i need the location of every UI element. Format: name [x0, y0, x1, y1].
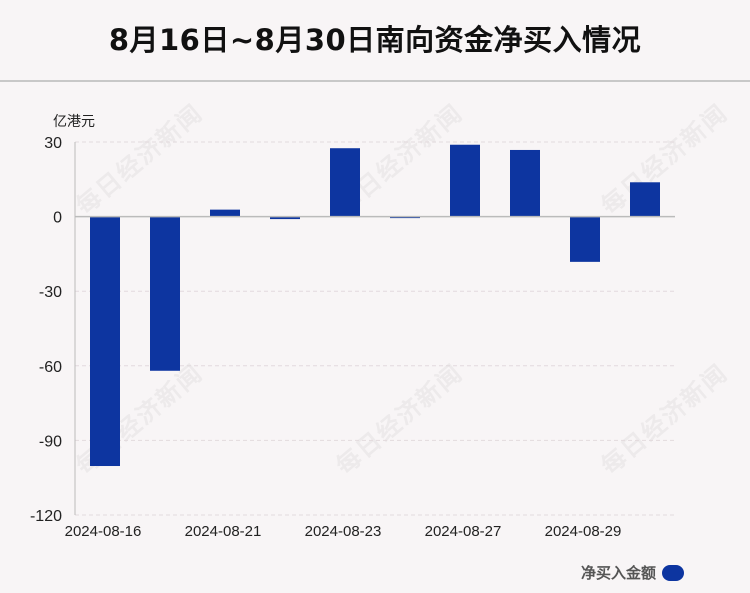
x-tick-label: 2024-08-27	[425, 523, 502, 540]
chart-title: 8月16日~8月30日南向资金净买入情况	[108, 23, 642, 57]
y-tick-label: 30	[44, 135, 62, 152]
bar	[90, 216, 120, 467]
bar	[570, 216, 600, 262]
bar	[210, 209, 240, 217]
bar	[510, 149, 540, 217]
bar	[450, 144, 480, 217]
y-tick-label: -120	[30, 508, 62, 525]
bar	[270, 216, 300, 220]
legend-label: 净买入金额	[580, 564, 656, 582]
title-divider	[0, 80, 750, 82]
legend: 净买入金额	[581, 562, 684, 583]
bar	[630, 182, 660, 217]
y-tick-label: -90	[39, 433, 62, 450]
y-axis-unit-label: 亿港元	[53, 114, 95, 130]
x-tick-label: 2024-08-29	[545, 523, 622, 540]
legend-swatch	[662, 564, 684, 581]
x-tick-label: 2024-08-16	[65, 523, 142, 540]
y-tick-label: -60	[39, 359, 62, 376]
x-tick-label: 2024-08-23	[305, 523, 382, 540]
x-tick-label: 2024-08-21	[185, 523, 262, 540]
y-tick-label: 0	[53, 210, 62, 227]
y-tick-label: -30	[39, 284, 62, 301]
bar	[330, 148, 360, 217]
bar	[150, 216, 180, 371]
